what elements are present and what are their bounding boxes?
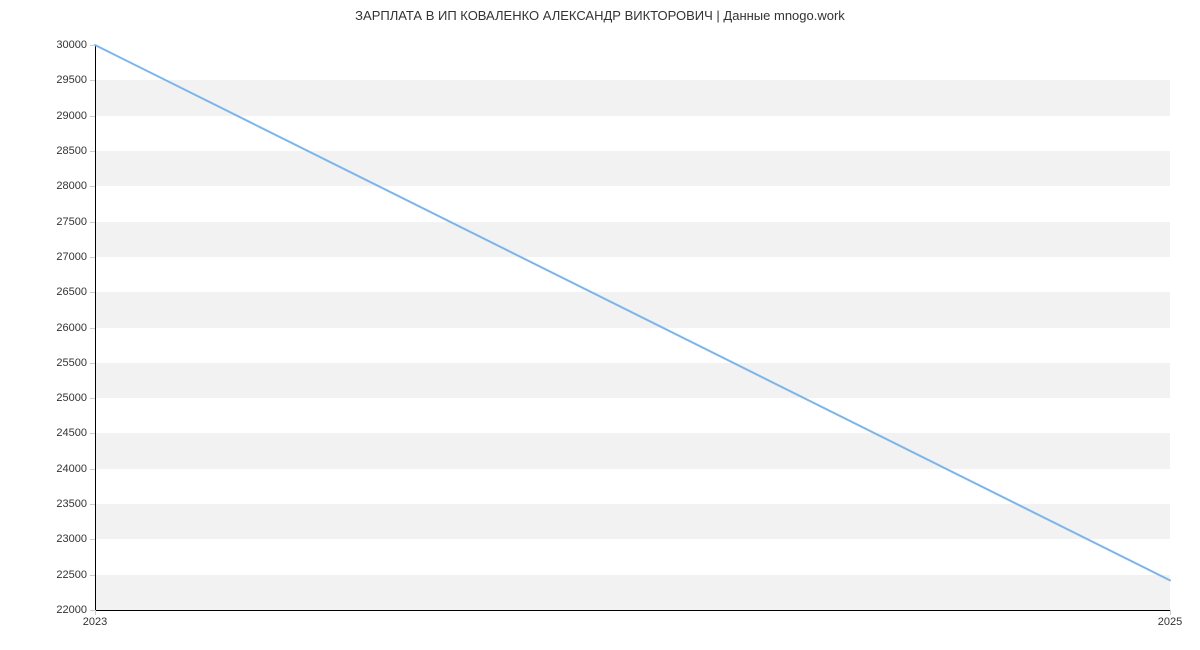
y-tick-label: 23500 xyxy=(56,498,95,510)
y-tick-label: 22500 xyxy=(56,569,95,581)
y-tick-label: 28000 xyxy=(56,180,95,192)
y-tick-label: 23000 xyxy=(56,533,95,545)
chart-container: ЗАРПЛАТА В ИП КОВАЛЕНКО АЛЕКСАНДР ВИКТОР… xyxy=(0,0,1200,650)
y-tick-label: 27000 xyxy=(56,251,95,263)
y-tick-label: 26500 xyxy=(56,286,95,298)
x-axis-line xyxy=(95,610,1170,611)
series-layer xyxy=(95,45,1170,610)
y-tick-label: 29500 xyxy=(56,74,95,86)
y-tick-label: 27500 xyxy=(56,216,95,228)
x-tick-label: 2025 xyxy=(1158,610,1182,628)
series-line-salary xyxy=(95,45,1170,580)
x-tick-label: 2023 xyxy=(83,610,107,628)
y-tick-label: 29000 xyxy=(56,110,95,122)
y-tick-label: 24500 xyxy=(56,427,95,439)
y-tick-label: 30000 xyxy=(56,39,95,51)
y-tick-label: 25000 xyxy=(56,392,95,404)
y-tick-label: 25500 xyxy=(56,357,95,369)
chart-title: ЗАРПЛАТА В ИП КОВАЛЕНКО АЛЕКСАНДР ВИКТОР… xyxy=(0,8,1200,23)
y-tick-label: 28500 xyxy=(56,145,95,157)
plot-area: 2200022500230002350024000245002500025500… xyxy=(95,45,1170,610)
y-tick-label: 24000 xyxy=(56,463,95,475)
y-tick-label: 26000 xyxy=(56,322,95,334)
